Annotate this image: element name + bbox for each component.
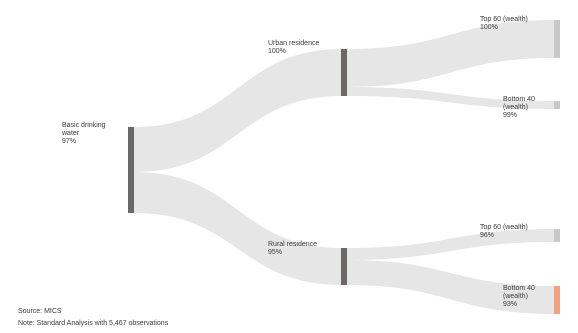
label-root-title: Basic drinking water	[62, 122, 106, 137]
node-rural	[341, 248, 347, 285]
link-urban-bottom	[346, 87, 556, 109]
label-rural-title: Rural residence	[268, 241, 318, 248]
node-urban-bottom	[554, 101, 560, 109]
label-rural-bottom-title: Bottom 40 (wealth)	[503, 285, 535, 300]
label-rural-top: Top 60 (wealth) 96%	[480, 224, 528, 240]
sankey-links	[134, 20, 556, 314]
source-note: Source: MICS	[18, 308, 62, 315]
label-urban-top-title: Top 60 (wealth)	[480, 16, 528, 23]
node-rural-top	[554, 229, 560, 242]
label-urban-top-value: 100%	[480, 24, 498, 31]
analysis-note: Note: Standard Analysis with 5,467 obser…	[18, 320, 169, 327]
link-root-rural	[134, 172, 342, 285]
label-root-value: 97%	[62, 138, 77, 145]
label-urban: Urban residence 100%	[268, 40, 319, 56]
node-urban-top	[554, 20, 560, 58]
link-root-urban	[134, 49, 342, 172]
node-root	[128, 127, 134, 213]
link-rural-bottom	[346, 260, 556, 314]
node-urban	[341, 49, 347, 96]
node-rural-bottom	[554, 286, 560, 314]
label-urban-top: Top 60 (wealth) 100%	[480, 16, 528, 32]
label-rural-top-value: 96%	[480, 232, 495, 239]
label-urban-value: 100%	[268, 48, 286, 55]
label-urban-title: Urban residence	[268, 40, 320, 47]
label-rural-bottom-value: 93%	[503, 301, 518, 308]
label-urban-bottom-title: Bottom 40 (wealth)	[503, 96, 535, 111]
label-rural-bottom: Bottom 40 (wealth) 93%	[503, 285, 547, 309]
sankey-nodes	[128, 20, 560, 314]
label-rural-top-title: Top 60 (wealth)	[480, 224, 528, 231]
link-rural-top	[346, 229, 556, 260]
label-urban-bottom: Bottom 40 (wealth) 99%	[503, 96, 547, 120]
link-urban-top	[346, 20, 556, 87]
label-rural-value: 95%	[268, 249, 283, 256]
label-rural: Rural residence 95%	[268, 241, 317, 257]
label-urban-bottom-value: 99%	[503, 112, 518, 119]
label-root: Basic drinking water 97%	[62, 122, 114, 146]
